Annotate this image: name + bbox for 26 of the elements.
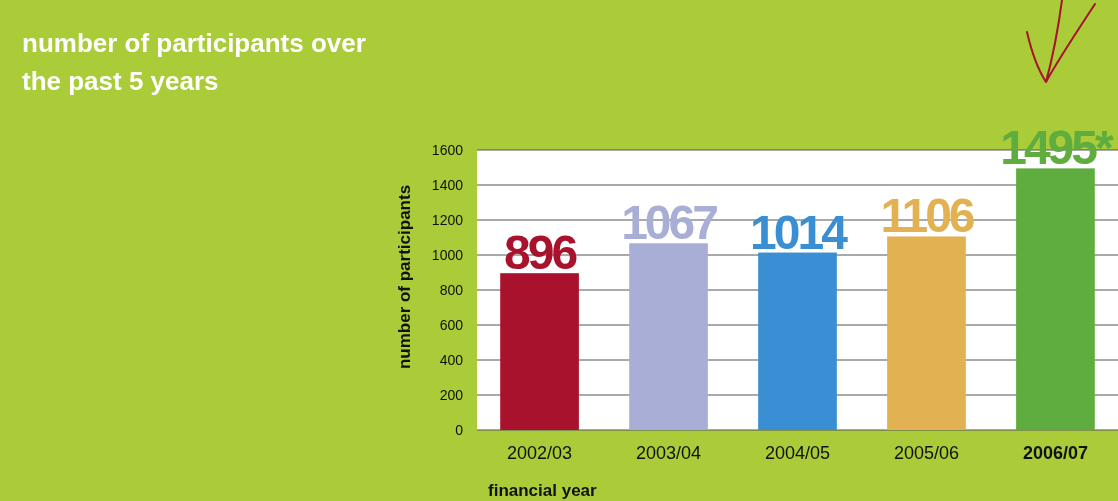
bar [1016, 168, 1095, 430]
bar [758, 252, 837, 430]
x-tick-label: 2003/04 [635, 442, 702, 463]
data-label: 1014 [750, 205, 849, 259]
data-label: 896 [504, 226, 577, 280]
x-tick-label: 2005/06 [893, 442, 960, 463]
y-tick-label: 600 [439, 316, 464, 333]
data-label: 1106 [880, 189, 974, 243]
bar [629, 243, 708, 430]
y-tick-label: 400 [439, 351, 464, 368]
y-axis-title: number of participants [395, 184, 414, 370]
x-tick-label: 2004/05 [764, 442, 831, 463]
data-label: 1495* [1000, 121, 1114, 175]
x-tick-label: 2002/03 [507, 442, 573, 463]
y-tick-label: 1400 [431, 176, 464, 193]
y-tick-label: 1600 [431, 141, 464, 158]
bar [887, 236, 966, 430]
text: number of participants over the past 5 years [22, 27, 367, 98]
y-tick-label: 200 [439, 386, 464, 403]
y-tick-label: 800 [439, 281, 464, 298]
y-tick-label: 0 [455, 421, 464, 438]
bar [500, 273, 579, 430]
x-axis-title: financial year [488, 481, 598, 500]
y-tick-label: 1000 [431, 246, 464, 263]
y-tick-label: 1200 [431, 211, 464, 228]
x-tick-label: 2006/07 [1022, 442, 1088, 463]
